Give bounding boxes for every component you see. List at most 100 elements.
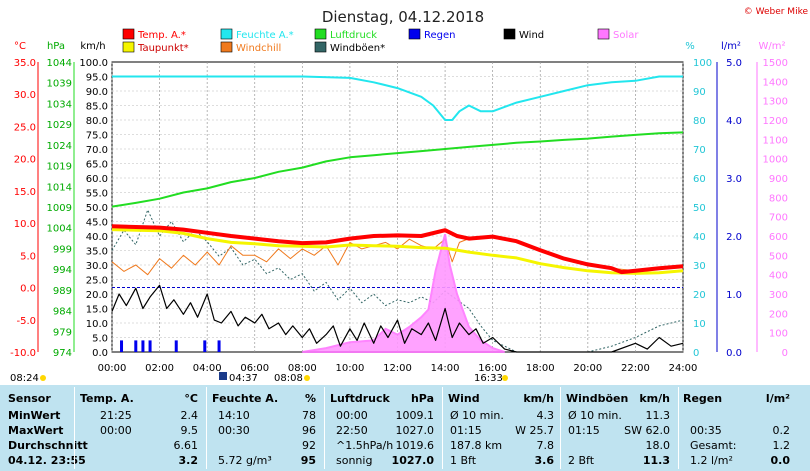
rain-bar [141, 340, 145, 352]
tick-solar: 600 [769, 232, 788, 243]
legend-swatch [220, 28, 233, 40]
tick-wind: 65.0 [86, 160, 108, 171]
table-value: 18.0 [645, 439, 671, 452]
table-row-label: Durchschnitt [8, 439, 88, 452]
tick-rain: 4.0 [726, 116, 742, 127]
table-header: l/m² [765, 392, 790, 405]
table-value: 92 [302, 439, 316, 452]
table-cell: 1.2 l/m² [690, 454, 733, 467]
tick-temp: 5.0 [20, 251, 36, 262]
table-value: 1.2 [772, 439, 791, 452]
summary-table: Sensor Temp. A. °C Feuchte A.% Luftdruck hPa W… [0, 385, 810, 471]
table-header: km/h [523, 392, 554, 405]
sun-moon-markers: 08:24 04:37 08:08 16:33 [10, 372, 508, 384]
axis-unit-humidity: % [685, 41, 695, 52]
table-value: 6.61 [173, 439, 199, 452]
tick-solar: 300 [769, 290, 788, 301]
tick-temp: -10.0 [10, 348, 36, 359]
tick-pressure: 1009 [47, 203, 72, 214]
legend-label: Solar [613, 30, 639, 41]
table-separator [74, 387, 75, 469]
table-separator [560, 387, 561, 469]
table-cell: 187.8 km [450, 439, 503, 452]
tick-humidity: 10 [693, 319, 706, 330]
tick-humidity: 0 [693, 348, 699, 359]
table-header: % [304, 392, 316, 405]
moon-icon [219, 372, 227, 380]
table-header: °C [184, 392, 198, 405]
table-value: 4.3 [536, 409, 555, 422]
table-value: W 25.7 [515, 424, 554, 437]
sunrise-label: 08:08 [274, 373, 303, 384]
tick-humidity: 80 [693, 116, 706, 127]
tick-temp: 0.0 [20, 284, 36, 295]
tick-pressure: 1029 [47, 120, 72, 131]
table-cell: 22:50 [336, 424, 368, 437]
table-value: 96 [302, 424, 316, 437]
table-cell: 5.72 g/m³ [218, 454, 272, 467]
table-header: Feuchte A. [212, 392, 279, 405]
table-value: 0.0 [770, 454, 791, 467]
tick-pressure: 1044 [47, 58, 72, 69]
table-header: Windböen [566, 392, 629, 405]
tick-rain: 5.0 [726, 58, 742, 69]
tick-solar: 200 [769, 309, 788, 320]
table-cell: ^1.5hPa/h [336, 439, 394, 452]
tick-wind: 85.0 [86, 102, 108, 113]
sun-icon [40, 375, 46, 381]
axis-unit-wind: km/h [80, 41, 105, 52]
table-header: Temp. A. [80, 392, 134, 405]
tick-wind: 5.0 [92, 334, 108, 345]
series-temp-a [111, 224, 684, 275]
legend-label: Windböen* [330, 43, 385, 54]
sun-icon [304, 375, 310, 381]
x-tick-label: 06:00 [240, 363, 269, 374]
x-tick-label: 10:00 [336, 363, 365, 374]
tick-solar: 0 [782, 348, 788, 359]
axis-units: °C hPa km/h% l/m² W/m² [14, 41, 786, 52]
x-tick-label: 16:00 [478, 363, 507, 374]
tick-pressure: 1019 [47, 162, 72, 173]
tick-pressure: 999 [53, 244, 72, 255]
axis-ticks: 35.0 30.0 25.0 20.0 15.0 10.0 5.0 0.0 -5.0 -10.0 1… [10, 58, 788, 359]
legend-label: Windchill [236, 43, 281, 54]
table-separator [206, 387, 207, 469]
x-tick-label: 08:00 [288, 363, 317, 374]
tick-pressure: 1024 [47, 141, 72, 152]
tick-wind: 95.0 [86, 73, 108, 84]
rain-bar [134, 340, 138, 352]
table-separator [678, 387, 679, 469]
table-row-label: 04.12. 23:55 [8, 454, 86, 467]
tick-solar: 1000 [763, 155, 788, 166]
legend-label: Wind [519, 30, 544, 41]
tick-pressure: 989 [53, 286, 72, 297]
table-cell: Ø 10 min. [568, 409, 622, 422]
table-value: 3.6 [534, 454, 555, 467]
tick-humidity: 40 [693, 232, 706, 243]
table-cell: 00:00 [100, 424, 132, 437]
table-header: Regen [683, 392, 723, 405]
legend-label: Luftdruck [330, 30, 377, 41]
plot-area: 00:00 02:00 04:00 06:00 08:00 10:00 12:00 14:00… [98, 61, 698, 374]
table-value: 0.2 [772, 424, 791, 437]
tick-solar: 500 [769, 251, 788, 262]
series-luftdruck [111, 131, 684, 208]
tick-humidity: 60 [693, 174, 706, 185]
table-value: 9.5 [180, 424, 199, 437]
table-value: 95 [300, 454, 316, 467]
tick-wind: 35.0 [86, 247, 108, 258]
x-tick-label: 18:00 [526, 363, 555, 374]
table-row-label: MaxWert [8, 424, 64, 437]
tick-wind: 75.0 [86, 131, 108, 142]
tick-humidity: 100 [693, 58, 712, 69]
chart-legend: Temp. A.* Feuchte A.* Luftdruck Regen Wind So… [122, 28, 639, 54]
x-tick-label: 24:00 [669, 363, 698, 374]
tick-pressure: 974 [53, 348, 72, 359]
table-value: SW 62.0 [624, 424, 670, 437]
tick-solar: 1300 [763, 97, 788, 108]
tick-wind: 55.0 [86, 189, 108, 200]
legend-swatch [122, 28, 135, 40]
tick-solar: 1500 [763, 58, 788, 69]
tick-humidity: 90 [693, 87, 706, 98]
tick-temp: 30.0 [14, 90, 36, 101]
